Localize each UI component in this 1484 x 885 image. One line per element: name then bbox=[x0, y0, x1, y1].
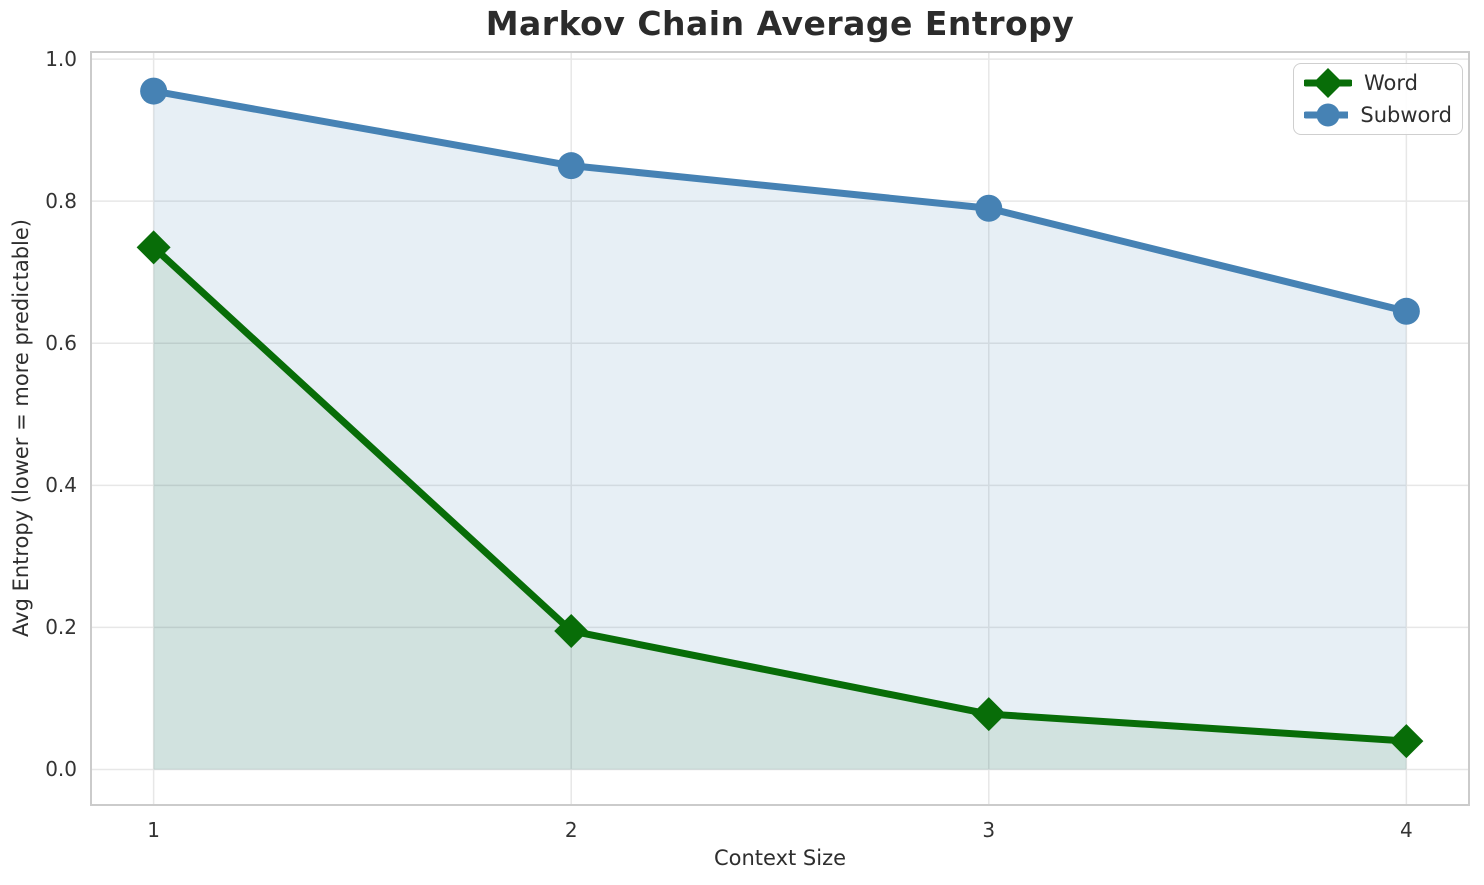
subword-legend-marker bbox=[1304, 103, 1349, 127]
y-tick-label: 0.2 bbox=[45, 615, 77, 640]
y-tick-label: 0.4 bbox=[45, 473, 77, 498]
word-marker bbox=[136, 230, 171, 265]
x-axis-label: Context Size bbox=[713, 846, 847, 870]
word-legend-marker bbox=[1304, 68, 1352, 98]
x-tick-label: 4 bbox=[1399, 818, 1413, 842]
x-tick-label: 2 bbox=[564, 818, 578, 842]
word-area-fill bbox=[153, 247, 1407, 770]
y-axis-label: Avg Entropy (lower = more predictable) bbox=[9, 219, 33, 637]
subword-circle-icon bbox=[1316, 103, 1340, 127]
subword-marker bbox=[140, 77, 168, 105]
legend-item-subword: Subword bbox=[1304, 100, 1452, 130]
legend-item-word: Word bbox=[1304, 68, 1452, 98]
legend: Word Subword bbox=[1293, 63, 1463, 135]
word-marker bbox=[1389, 724, 1424, 759]
word-marker bbox=[554, 613, 589, 648]
plot-border bbox=[90, 51, 1470, 806]
word-line bbox=[150, 243, 1410, 745]
word-diamond-icon bbox=[1313, 68, 1343, 98]
subword-line bbox=[150, 87, 1410, 315]
subword-area-fill bbox=[153, 91, 1407, 770]
y-tick-label: 0.6 bbox=[45, 331, 77, 356]
subword-marker bbox=[975, 194, 1003, 222]
x-tick-label: 1 bbox=[147, 818, 160, 842]
subword-marker bbox=[1392, 297, 1420, 325]
word-marker bbox=[971, 697, 1006, 732]
y-tick-label: 0.8 bbox=[45, 189, 77, 214]
legend-label-subword: Subword bbox=[1360, 103, 1452, 127]
y-tick-label: 0.0 bbox=[45, 757, 77, 782]
chart-title: Markov Chain Average Entropy bbox=[485, 4, 1075, 43]
x-tick-label: 3 bbox=[982, 818, 996, 842]
y-tick-label: 1.0 bbox=[45, 47, 77, 72]
subword-marker bbox=[557, 152, 585, 180]
legend-label-word: Word bbox=[1364, 71, 1418, 95]
